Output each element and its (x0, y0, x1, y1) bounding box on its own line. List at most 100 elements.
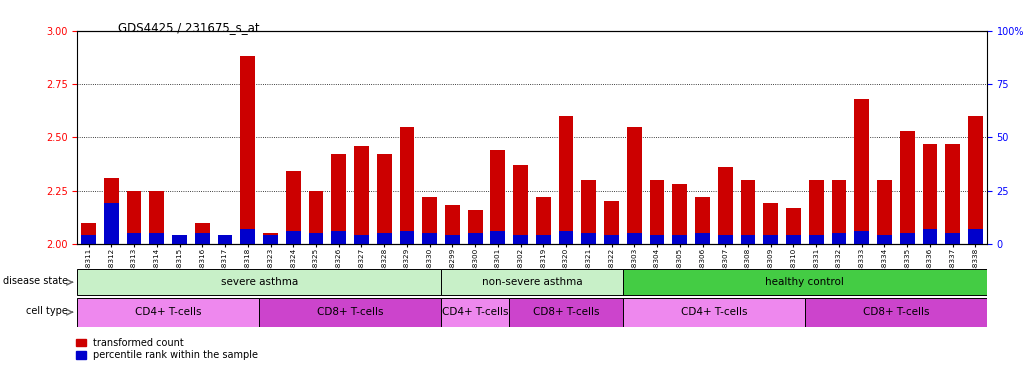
Bar (217, 235, 233, 244)
Bar (673, 184, 687, 244)
Text: CD8+ T-cells: CD8+ T-cells (317, 307, 383, 317)
Bar (441, 269, 623, 295)
Bar (923, 144, 937, 244)
Bar (81, 235, 96, 244)
Bar (263, 233, 278, 244)
Bar (558, 116, 574, 244)
Bar (468, 210, 482, 244)
Bar (854, 231, 869, 244)
Text: cell type: cell type (26, 306, 68, 316)
Bar (172, 235, 187, 244)
Bar (286, 231, 301, 244)
Bar (240, 229, 255, 244)
Bar (582, 233, 596, 244)
Bar (900, 131, 915, 244)
Bar (490, 231, 506, 244)
Bar (172, 235, 187, 244)
Bar (968, 229, 983, 244)
Bar (195, 222, 210, 244)
Bar (77, 298, 260, 326)
Bar (854, 99, 869, 244)
Bar (923, 229, 937, 244)
Bar (605, 201, 619, 244)
Bar (650, 180, 664, 244)
Bar (445, 205, 459, 244)
Text: GDS4425 / 231675_s_at: GDS4425 / 231675_s_at (118, 21, 260, 34)
Text: disease state: disease state (3, 276, 68, 286)
Text: CD4+ T-cells: CD4+ T-cells (135, 307, 202, 317)
Bar (558, 231, 574, 244)
Bar (513, 165, 528, 244)
Bar (536, 235, 551, 244)
Bar (377, 154, 391, 244)
Bar (536, 197, 551, 244)
Bar (377, 233, 391, 244)
Bar (127, 233, 141, 244)
Bar (309, 190, 323, 244)
Bar (260, 298, 441, 326)
Bar (149, 190, 164, 244)
Bar (81, 222, 96, 244)
Legend: transformed count, percentile rank within the sample: transformed count, percentile rank withi… (72, 334, 263, 364)
Bar (582, 180, 596, 244)
Bar (286, 171, 301, 244)
Text: CD4+ T-cells: CD4+ T-cells (442, 307, 509, 317)
Bar (946, 233, 960, 244)
Text: severe asthma: severe asthma (220, 277, 298, 287)
Bar (623, 269, 987, 295)
Bar (763, 235, 778, 244)
Bar (627, 233, 642, 244)
Bar (809, 180, 824, 244)
Bar (718, 167, 732, 244)
Bar (490, 150, 506, 244)
Text: healthy control: healthy control (765, 277, 845, 287)
Bar (104, 178, 118, 244)
Bar (332, 154, 346, 244)
Bar (786, 235, 801, 244)
Bar (763, 204, 778, 244)
Bar (900, 233, 915, 244)
Bar (127, 190, 141, 244)
Bar (195, 233, 210, 244)
Bar (441, 298, 509, 326)
Bar (509, 298, 623, 326)
Bar (786, 208, 801, 244)
Bar (804, 298, 987, 326)
Bar (422, 197, 437, 244)
Bar (695, 197, 710, 244)
Bar (263, 235, 278, 244)
Text: non-severe asthma: non-severe asthma (482, 277, 582, 287)
Bar (149, 233, 164, 244)
Bar (354, 146, 369, 244)
Bar (673, 235, 687, 244)
Bar (400, 231, 414, 244)
Bar (354, 235, 369, 244)
Text: CD4+ T-cells: CD4+ T-cells (681, 307, 747, 317)
Bar (877, 180, 892, 244)
Text: CD8+ T-cells: CD8+ T-cells (533, 307, 599, 317)
Bar (718, 235, 732, 244)
Bar (946, 144, 960, 244)
Bar (77, 269, 441, 295)
Bar (741, 180, 755, 244)
Text: CD8+ T-cells: CD8+ T-cells (862, 307, 929, 317)
Bar (468, 233, 482, 244)
Bar (309, 233, 323, 244)
Bar (240, 56, 255, 244)
Bar (741, 235, 755, 244)
Bar (217, 235, 233, 244)
Bar (968, 116, 983, 244)
Bar (831, 180, 847, 244)
Bar (445, 235, 459, 244)
Bar (400, 127, 414, 244)
Bar (809, 235, 824, 244)
Bar (513, 235, 528, 244)
Bar (627, 127, 642, 244)
Bar (623, 298, 804, 326)
Bar (605, 235, 619, 244)
Bar (831, 233, 847, 244)
Bar (877, 235, 892, 244)
Bar (650, 235, 664, 244)
Bar (332, 231, 346, 244)
Bar (695, 233, 710, 244)
